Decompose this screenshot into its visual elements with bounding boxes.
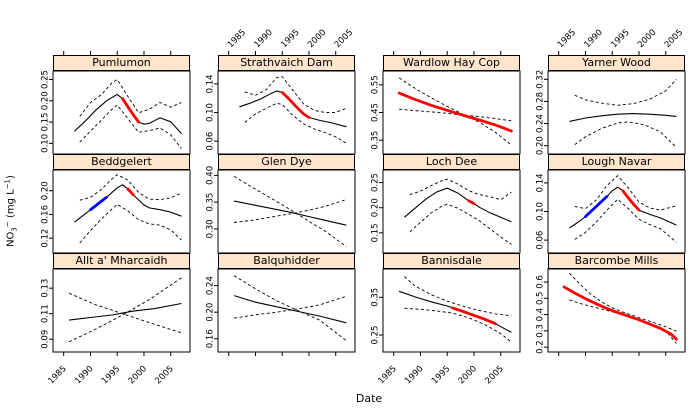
svg-text:1990: 1990 — [583, 28, 605, 50]
panel-strip-beddgelert: Beddgelert — [53, 154, 190, 170]
svg-text:0.16: 0.16 — [206, 329, 216, 348]
panel-title: Yarner Wood — [582, 56, 651, 69]
svg-text:0.35: 0.35 — [206, 193, 216, 212]
svg-text:0.20: 0.20 — [41, 181, 51, 200]
panel-strip-barcombe-mills: Barcombe Mills — [548, 253, 685, 269]
svg-text:1995: 1995 — [609, 28, 631, 50]
svg-text:0.20: 0.20 — [371, 198, 381, 217]
svg-text:2005: 2005 — [663, 28, 685, 50]
svg-text:1985: 1985 — [226, 28, 248, 50]
svg-text:0.35: 0.35 — [371, 131, 381, 150]
svg-text:1995: 1995 — [100, 364, 122, 386]
svg-text:2000: 2000 — [306, 28, 328, 50]
svg-text:0.11: 0.11 — [41, 304, 51, 323]
svg-text:0.28: 0.28 — [536, 92, 546, 111]
svg-text:0.32: 0.32 — [536, 70, 546, 89]
svg-text:0.24: 0.24 — [536, 114, 546, 133]
panel-title: Lough Navar — [581, 155, 652, 168]
panel-strip-balquhidder: Balquhidder — [218, 253, 355, 269]
svg-text:0.2: 0.2 — [536, 340, 546, 354]
panel-title: Allt a' Mharcaidh — [75, 254, 168, 267]
panel-strip-bannisdale: Bannisdale — [383, 253, 520, 269]
svg-text:0.06: 0.06 — [206, 132, 216, 151]
panel-title: Glen Dye — [261, 155, 312, 168]
svg-text:2000: 2000 — [636, 28, 658, 50]
svg-text:0.25: 0.25 — [41, 70, 51, 89]
panel-title: Strathvaich Dam — [240, 56, 333, 69]
panel-strip-yarner-wood: Yarner Wood — [548, 55, 685, 71]
svg-text:0.25: 0.25 — [371, 326, 381, 345]
panel-strip-allt-a-mharcaidh: Allt a' Mharcaidh — [53, 253, 190, 269]
svg-text:0.45: 0.45 — [371, 103, 381, 122]
svg-text:0.14: 0.14 — [206, 74, 216, 93]
panel-strip-pumlumon: Pumlumon — [53, 55, 190, 71]
svg-text:2005: 2005 — [483, 364, 505, 386]
panel-title: Beddgelert — [91, 155, 152, 168]
svg-text:0.06: 0.06 — [536, 231, 546, 250]
panel-title: Loch Dee — [425, 155, 478, 168]
svg-text:2005: 2005 — [153, 364, 175, 386]
svg-text:0.35: 0.35 — [371, 288, 381, 307]
svg-text:1995: 1995 — [279, 28, 301, 50]
svg-text:0.4: 0.4 — [536, 308, 546, 322]
panel-title: Balquhidder — [253, 254, 320, 267]
svg-text:0.55: 0.55 — [371, 75, 381, 94]
svg-text:0.6: 0.6 — [536, 275, 546, 289]
svg-text:0.3: 0.3 — [536, 324, 546, 338]
svg-text:1985: 1985 — [376, 364, 398, 386]
panel-strip-glen-dye: Glen Dye — [218, 154, 355, 170]
y-axis-label: NO3− (mg L−1) — [3, 175, 19, 247]
svg-text:1995: 1995 — [430, 364, 452, 386]
svg-text:0.20: 0.20 — [41, 91, 51, 110]
svg-text:2000: 2000 — [127, 364, 149, 386]
panel-title: Bannisdale — [421, 254, 482, 267]
svg-text:0.20: 0.20 — [536, 136, 546, 155]
svg-text:0.15: 0.15 — [41, 113, 51, 132]
svg-text:0.15: 0.15 — [371, 223, 381, 242]
svg-text:1990: 1990 — [253, 28, 275, 50]
svg-text:0.20: 0.20 — [206, 303, 216, 322]
svg-text:2000: 2000 — [457, 364, 479, 386]
svg-text:0.09: 0.09 — [41, 330, 51, 349]
svg-text:1990: 1990 — [403, 364, 425, 386]
panel-strip-lough-navar: Lough Navar — [548, 154, 685, 170]
svg-text:0.40: 0.40 — [206, 166, 216, 185]
svg-text:0.10: 0.10 — [536, 202, 546, 221]
x-axis-label: Date — [355, 392, 383, 405]
svg-text:0.12: 0.12 — [41, 229, 51, 248]
panel-strip-loch-dee: Loch Dee — [383, 154, 520, 170]
svg-text:2005: 2005 — [333, 28, 355, 50]
svg-text:1990: 1990 — [73, 364, 95, 386]
svg-text:0.25: 0.25 — [371, 173, 381, 192]
svg-text:0.10: 0.10 — [206, 103, 216, 122]
panel-title: Barcombe Mills — [574, 254, 659, 267]
svg-text:0.30: 0.30 — [206, 219, 216, 238]
svg-text:0.16: 0.16 — [41, 205, 51, 224]
panel-strip-strathvaich-dam: Strathvaich Dam — [218, 55, 355, 71]
svg-text:1985: 1985 — [46, 364, 68, 386]
svg-text:0.24: 0.24 — [206, 276, 216, 295]
svg-text:0.10: 0.10 — [41, 134, 51, 153]
panel-strip-wardlow-hay-cop: Wardlow Hay Cop — [383, 55, 520, 71]
svg-text:1985: 1985 — [556, 28, 578, 50]
svg-text:0.13: 0.13 — [41, 279, 51, 298]
panel-title: Wardlow Hay Cop — [403, 56, 500, 69]
svg-text:0.14: 0.14 — [536, 173, 546, 192]
svg-text:0.5: 0.5 — [536, 292, 546, 306]
panel-title: Pumlumon — [92, 56, 151, 69]
